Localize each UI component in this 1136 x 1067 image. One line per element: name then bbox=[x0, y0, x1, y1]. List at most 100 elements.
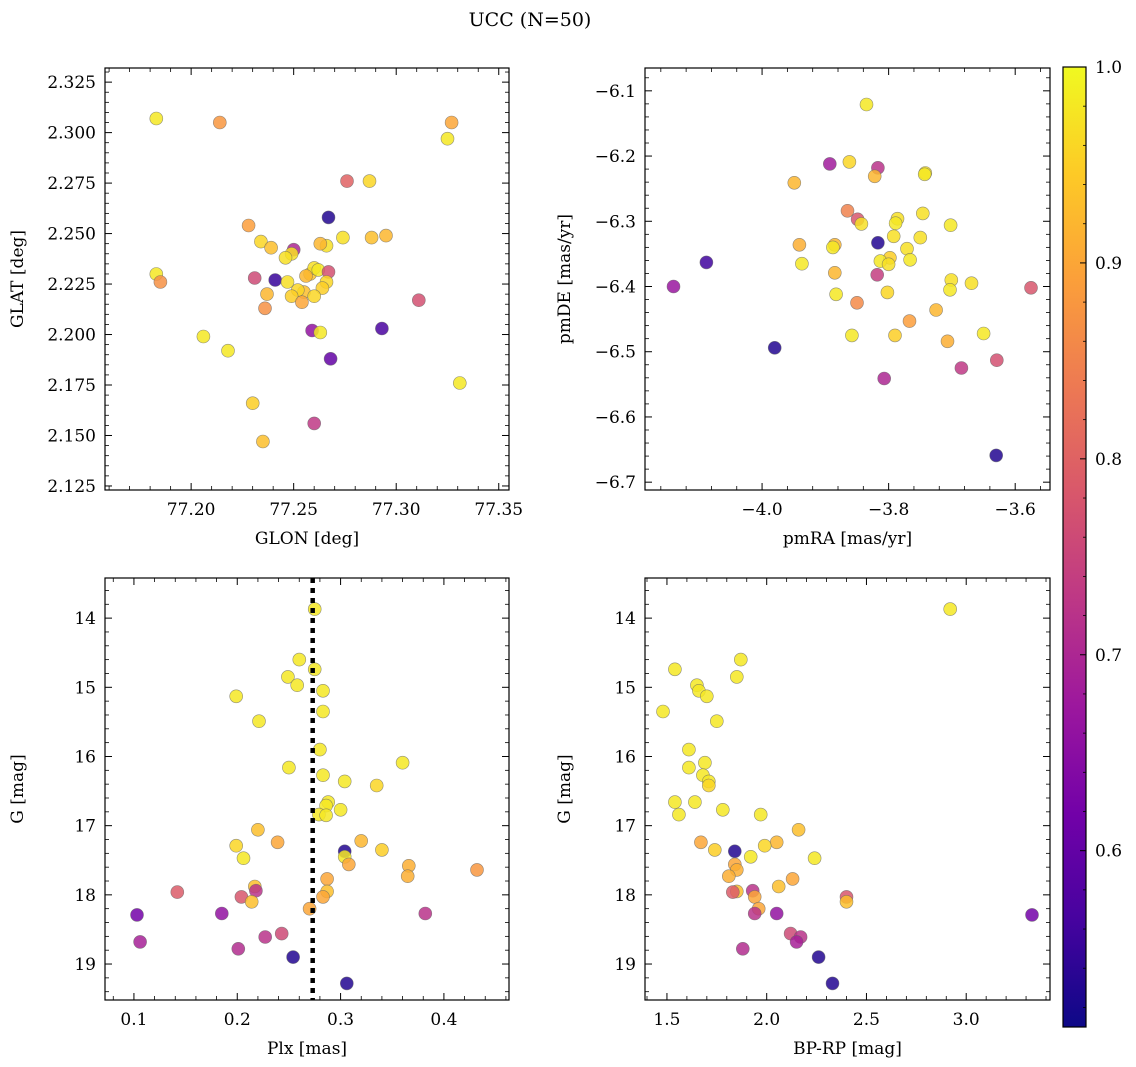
data-point bbox=[340, 174, 354, 188]
data-point bbox=[299, 269, 313, 283]
y-tick-label: 2.275 bbox=[47, 174, 96, 194]
data-point bbox=[881, 257, 896, 272]
colorbar: 0.6 0.7 0.8 0.9 1.0 bbox=[1062, 58, 1122, 1028]
data-point bbox=[369, 778, 384, 793]
data-point bbox=[316, 683, 330, 698]
data-point bbox=[256, 434, 270, 449]
data-point bbox=[698, 755, 712, 770]
data-point bbox=[709, 714, 724, 729]
x-tick-label: 0.3 bbox=[327, 1010, 354, 1030]
data-point bbox=[826, 240, 840, 255]
scatter-points bbox=[666, 97, 1038, 463]
panel-proper-motion: −4.0 −3.8 −3.6 −6.7 −6.6 −6.5 −6.4 −6.3 −6.2 −6.1… bbox=[555, 67, 1051, 549]
data-point bbox=[725, 885, 740, 899]
data-point bbox=[915, 206, 930, 221]
data-point bbox=[954, 361, 969, 375]
scatter-points bbox=[149, 111, 467, 449]
y-tick-label: 2.200 bbox=[47, 326, 96, 346]
data-point bbox=[244, 894, 259, 909]
data-point bbox=[280, 275, 295, 289]
data-point bbox=[929, 303, 943, 317]
data-point bbox=[811, 950, 826, 964]
y-axis-label-position: GLAT [deg] bbox=[8, 230, 28, 328]
data-point bbox=[989, 448, 1004, 463]
data-point bbox=[444, 115, 459, 130]
data-point bbox=[133, 935, 147, 949]
x-axis-label-position: GLON [deg] bbox=[255, 529, 359, 549]
data-point bbox=[771, 879, 786, 894]
data-point bbox=[666, 279, 681, 294]
y-tick-label: 19 bbox=[614, 955, 636, 975]
data-point bbox=[362, 174, 377, 188]
data-point bbox=[792, 238, 807, 252]
y-tick-label: −6.2 bbox=[595, 147, 636, 167]
data-point bbox=[735, 941, 750, 956]
data-point bbox=[822, 157, 837, 171]
data-point bbox=[320, 872, 334, 886]
data-point bbox=[699, 255, 714, 270]
y-axis-label-proper-motion: pmDE [mas/yr] bbox=[555, 214, 575, 344]
data-point bbox=[825, 976, 840, 991]
axes-frame bbox=[644, 577, 1051, 1001]
data-point bbox=[282, 760, 296, 775]
data-point bbox=[170, 885, 185, 899]
data-point bbox=[229, 689, 243, 704]
x-tick-label: 77.20 bbox=[167, 500, 216, 520]
data-point bbox=[747, 890, 762, 904]
data-point bbox=[258, 301, 272, 316]
data-point bbox=[258, 930, 273, 944]
data-point bbox=[274, 926, 289, 941]
y-tick-label: −6.3 bbox=[595, 212, 636, 232]
data-point bbox=[215, 906, 229, 921]
y-tick-label: 2.325 bbox=[47, 73, 96, 93]
data-point bbox=[870, 267, 885, 282]
panel-parallax-magnitude: 0.1 0.2 0.3 0.4 14 15 16 17 18 19 Plx [mas] G [mag] bbox=[8, 577, 510, 1059]
x-tick-label: 0.4 bbox=[430, 1010, 457, 1030]
data-point bbox=[229, 838, 243, 853]
data-point bbox=[339, 976, 354, 991]
data-point bbox=[877, 371, 892, 386]
data-point bbox=[964, 276, 979, 291]
data-point bbox=[721, 869, 736, 884]
x-axis-label-color-magnitude: BP-RP [mag] bbox=[793, 1039, 902, 1059]
data-point bbox=[375, 843, 389, 857]
data-point bbox=[668, 662, 682, 677]
data-point bbox=[400, 869, 415, 884]
y-tick-label: 19 bbox=[74, 955, 96, 975]
data-point bbox=[656, 704, 670, 719]
data-point bbox=[319, 808, 333, 823]
x-tick-label: 3.0 bbox=[953, 1010, 980, 1030]
data-point bbox=[292, 652, 307, 667]
data-point bbox=[1024, 280, 1038, 295]
data-point bbox=[867, 169, 882, 184]
data-point bbox=[795, 256, 809, 271]
axes-frame bbox=[104, 67, 510, 491]
colorbar-tick-label: 0.7 bbox=[1095, 646, 1122, 666]
data-point bbox=[842, 155, 857, 169]
x-tick-label: −3.8 bbox=[868, 500, 909, 520]
y-tick-label: 16 bbox=[74, 747, 96, 767]
data-point bbox=[375, 321, 389, 336]
y-tick-label: −6.6 bbox=[595, 408, 636, 428]
data-point bbox=[313, 325, 328, 340]
data-point bbox=[715, 802, 730, 817]
data-point bbox=[672, 807, 686, 822]
y-tick-label: 16 bbox=[614, 747, 636, 767]
data-point bbox=[241, 218, 256, 233]
y-tick-label: 15 bbox=[74, 678, 96, 698]
data-point bbox=[470, 863, 484, 877]
data-point bbox=[989, 353, 1004, 368]
y-axis-label-parallax-magnitude: G [mag] bbox=[8, 754, 28, 823]
panel-color-magnitude: 1.5 2.0 2.5 3.0 14 15 16 17 18 19 BP-RP [mag] G [ma… bbox=[555, 577, 1051, 1059]
x-tick-label: 77.30 bbox=[372, 500, 421, 520]
data-point bbox=[727, 844, 742, 859]
x-tick-label: 2.0 bbox=[753, 1010, 780, 1030]
data-point bbox=[917, 167, 932, 182]
data-point bbox=[316, 768, 330, 783]
data-point bbox=[337, 774, 352, 789]
data-point bbox=[807, 851, 822, 866]
data-point bbox=[333, 802, 348, 817]
data-point bbox=[252, 714, 266, 729]
y-tick-label: −6.1 bbox=[595, 82, 636, 102]
